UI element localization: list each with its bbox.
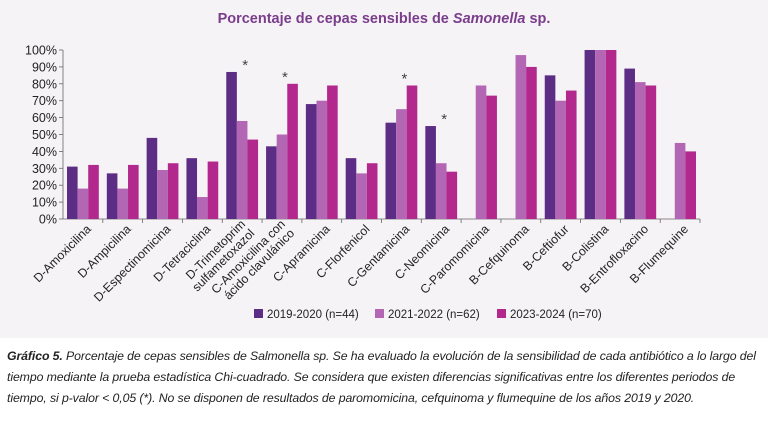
x-tick-label-line: B-Entrofloxacino <box>578 222 652 296</box>
bar-chart: Porcentaje de cepas sensibles de Samonel… <box>25 11 701 321</box>
y-tick-label: 80% <box>32 77 57 91</box>
chart-title-part: sp. <box>525 11 550 27</box>
caption-text: Porcentaje de cepas sensibles de Salmone… <box>7 349 756 405</box>
bar-series1 <box>624 68 635 219</box>
bar-series1 <box>425 126 436 219</box>
bar-series1 <box>67 166 78 219</box>
bar-series2 <box>595 50 606 219</box>
bar-series2 <box>117 188 129 219</box>
bar-series3 <box>247 139 259 219</box>
legend-label: 2021-2022 (n=62) <box>388 309 480 321</box>
significance-marker: * <box>242 57 248 74</box>
legend-label: 2019-2020 (n=44) <box>267 309 359 321</box>
bar-series1 <box>226 71 237 219</box>
bar-series1 <box>266 146 277 219</box>
y-tick-label: 70% <box>32 94 57 108</box>
bar-series3 <box>88 164 99 219</box>
bar-series3 <box>406 85 418 220</box>
bar-series3 <box>446 171 458 219</box>
x-tick-label: B-Entrofloxacino <box>578 222 652 296</box>
bar-series2 <box>77 188 89 219</box>
bar-series2 <box>396 109 407 219</box>
caption-label: Gráfico 5. <box>7 349 63 363</box>
y-tick-label: 50% <box>32 128 57 142</box>
bar-series1 <box>385 122 397 219</box>
bar-series3 <box>526 66 537 220</box>
legend-swatch <box>254 309 263 318</box>
y-tick-label: 0% <box>39 213 57 227</box>
bar-series2 <box>276 134 288 219</box>
bar-series2 <box>316 100 328 219</box>
bar-series3 <box>167 163 179 219</box>
bar-series2 <box>634 82 646 219</box>
chart-panel: Porcentaje de cepas sensibles de Samonel… <box>0 0 768 338</box>
y-tick-label: 30% <box>32 162 57 176</box>
bar-series1 <box>584 50 596 219</box>
bar-series2 <box>515 55 527 219</box>
bar-series1 <box>544 75 556 219</box>
bar-series3 <box>287 83 298 219</box>
bar-series3 <box>486 95 497 219</box>
bar-series1 <box>305 104 317 219</box>
bar-series3 <box>565 90 577 219</box>
bar-series3 <box>327 85 338 220</box>
x-tick-label: C-Paromomicina <box>417 222 492 297</box>
y-tick-label: 40% <box>32 145 57 159</box>
significance-marker: * <box>282 69 288 86</box>
bar-series1 <box>106 173 118 219</box>
y-tick-label: 60% <box>32 111 57 125</box>
legend-label: 2023-2024 (n=70) <box>510 309 602 321</box>
bar-series1 <box>146 137 158 219</box>
bar-series2 <box>475 85 487 220</box>
bar-series2 <box>435 163 447 219</box>
significance-marker: * <box>401 70 407 87</box>
chart-title-italic: Samonella <box>453 11 526 27</box>
bar-series2 <box>356 173 367 219</box>
bar-series1 <box>345 158 357 219</box>
bar-series3 <box>128 164 139 219</box>
bar-series3 <box>645 85 657 220</box>
bar-series3 <box>207 161 219 219</box>
figure-caption: Gráfico 5. Porcentaje de cepas sensibles… <box>7 346 763 409</box>
y-tick-label: 10% <box>32 196 57 210</box>
bar-series2 <box>674 142 686 219</box>
y-tick-label: 20% <box>32 179 57 193</box>
legend-swatch <box>375 309 384 318</box>
chart-title: Porcentaje de cepas sensibles de Samonel… <box>218 11 551 27</box>
bar-series3 <box>366 163 378 219</box>
bar-series2 <box>157 169 168 219</box>
y-tick-label: 100% <box>25 44 57 58</box>
bar-series1 <box>186 158 198 219</box>
bar-series3 <box>685 151 696 219</box>
chart-title-part: Porcentaje de cepas sensibles de <box>218 11 453 27</box>
bar-series2 <box>236 120 248 219</box>
y-tick-label: 90% <box>32 60 57 74</box>
significance-marker: * <box>441 111 447 128</box>
legend-swatch <box>497 309 506 318</box>
bar-series2 <box>197 197 208 219</box>
x-tick-label-line: C-Paromomicina <box>417 222 492 297</box>
bar-series2 <box>555 100 566 219</box>
bar-series3 <box>605 50 617 219</box>
